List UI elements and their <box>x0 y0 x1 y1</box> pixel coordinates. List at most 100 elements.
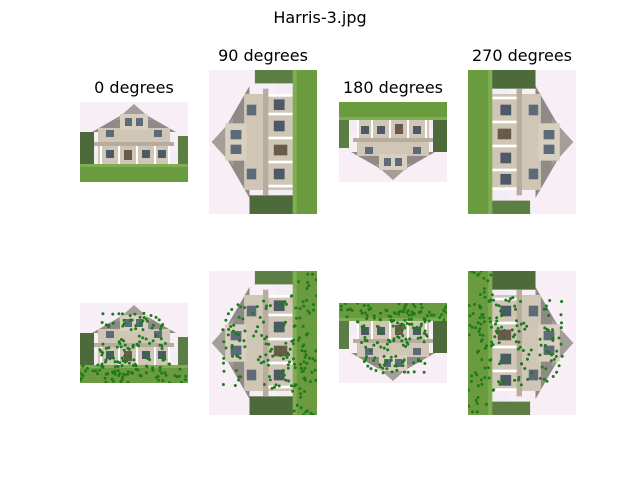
house-image-90-degrees <box>209 70 317 214</box>
corner-marker <box>235 369 238 372</box>
corner-marker <box>365 317 368 320</box>
corner-marker <box>408 337 411 340</box>
corner-marker <box>267 343 270 346</box>
corner-marker <box>92 369 95 372</box>
corner-marker <box>299 363 302 366</box>
corner-marker <box>178 375 181 378</box>
corner-marker <box>285 303 288 306</box>
corner-marker <box>492 388 495 391</box>
corner-marker <box>400 323 403 326</box>
corner-marker <box>290 340 293 343</box>
corner-marker <box>502 313 505 316</box>
corner-marker <box>518 341 521 344</box>
corner-marker <box>267 364 270 367</box>
corner-marker <box>296 404 299 407</box>
corner-marker <box>560 343 563 346</box>
corner-marker <box>420 325 423 328</box>
corner-marker <box>274 326 277 329</box>
corner-marker <box>116 346 119 349</box>
corner-marker <box>285 379 288 382</box>
corner-marker <box>376 341 379 344</box>
corner-marker <box>289 348 292 351</box>
corner-marker <box>498 341 501 344</box>
corner-marker <box>428 311 431 314</box>
corner-marker <box>271 355 274 358</box>
corner-marker <box>388 340 391 343</box>
corner-marker <box>489 358 492 361</box>
corner-marker <box>360 309 363 312</box>
corner-marker <box>523 328 526 331</box>
corner-marker <box>121 364 124 367</box>
corner-marker <box>265 307 268 310</box>
corner-marker <box>480 358 483 361</box>
corner-marker <box>300 406 303 409</box>
corner-marker <box>256 325 259 328</box>
corner-marker <box>101 366 104 369</box>
corner-marker <box>302 300 305 303</box>
corner-marker <box>145 365 148 368</box>
corner-marker <box>480 383 483 386</box>
corner-marker <box>479 316 482 319</box>
corner-marker <box>412 361 415 364</box>
corner-marker <box>360 341 363 344</box>
corner-marker <box>483 287 486 290</box>
corner-marker <box>495 316 498 319</box>
corner-marker <box>541 366 544 369</box>
corner-marker <box>401 334 404 337</box>
corner-marker <box>161 379 164 382</box>
corner-marker <box>84 370 87 373</box>
corner-marker <box>235 332 238 335</box>
corner-marker <box>428 320 431 323</box>
corner-marker <box>159 366 162 369</box>
corner-marker <box>243 306 246 309</box>
corner-marker <box>372 359 375 362</box>
corner-marker <box>481 313 484 316</box>
corner-marker <box>160 325 163 328</box>
corner-marker <box>231 344 234 347</box>
corner-marker <box>160 372 163 375</box>
corner-marker <box>256 305 259 308</box>
corner-marker <box>145 371 148 374</box>
corner-marker <box>362 328 365 331</box>
corner-marker <box>555 355 558 358</box>
corner-marker <box>403 307 406 310</box>
corner-marker <box>468 324 471 327</box>
corner-marker <box>284 321 287 324</box>
corner-marker <box>488 377 491 380</box>
corner-marker <box>259 355 262 358</box>
corner-marker <box>365 355 368 358</box>
corner-marker <box>135 368 138 371</box>
corner-marker <box>151 327 154 330</box>
corner-marker <box>107 346 110 349</box>
corner-marker <box>527 353 530 356</box>
corner-marker <box>297 339 300 342</box>
corner-marker <box>106 372 109 375</box>
corners-image-270-degrees <box>468 271 576 415</box>
corner-marker <box>442 309 445 312</box>
corner-marker <box>547 314 550 317</box>
corner-marker <box>275 383 278 386</box>
corner-marker <box>403 326 406 329</box>
corner-marker <box>470 374 473 377</box>
corner-marker <box>553 358 556 361</box>
corner-marker <box>500 360 503 363</box>
corner-marker <box>390 359 393 362</box>
corner-marker <box>498 304 501 307</box>
corner-marker <box>364 346 367 349</box>
corner-marker <box>492 343 495 346</box>
corner-marker <box>152 339 155 342</box>
corner-marker <box>508 357 511 360</box>
corner-marker <box>444 306 447 309</box>
corner-marker <box>314 369 317 372</box>
corner-marker <box>412 303 415 306</box>
corner-marker <box>158 369 161 372</box>
corner-marker <box>118 372 121 375</box>
corner-marker <box>101 321 104 324</box>
corner-marker <box>238 339 241 342</box>
corner-marker <box>237 355 240 358</box>
corner-marker <box>495 330 498 333</box>
corner-marker <box>230 308 233 311</box>
corner-marker <box>312 309 315 312</box>
corner-marker <box>468 314 471 317</box>
corner-marker <box>310 371 313 374</box>
